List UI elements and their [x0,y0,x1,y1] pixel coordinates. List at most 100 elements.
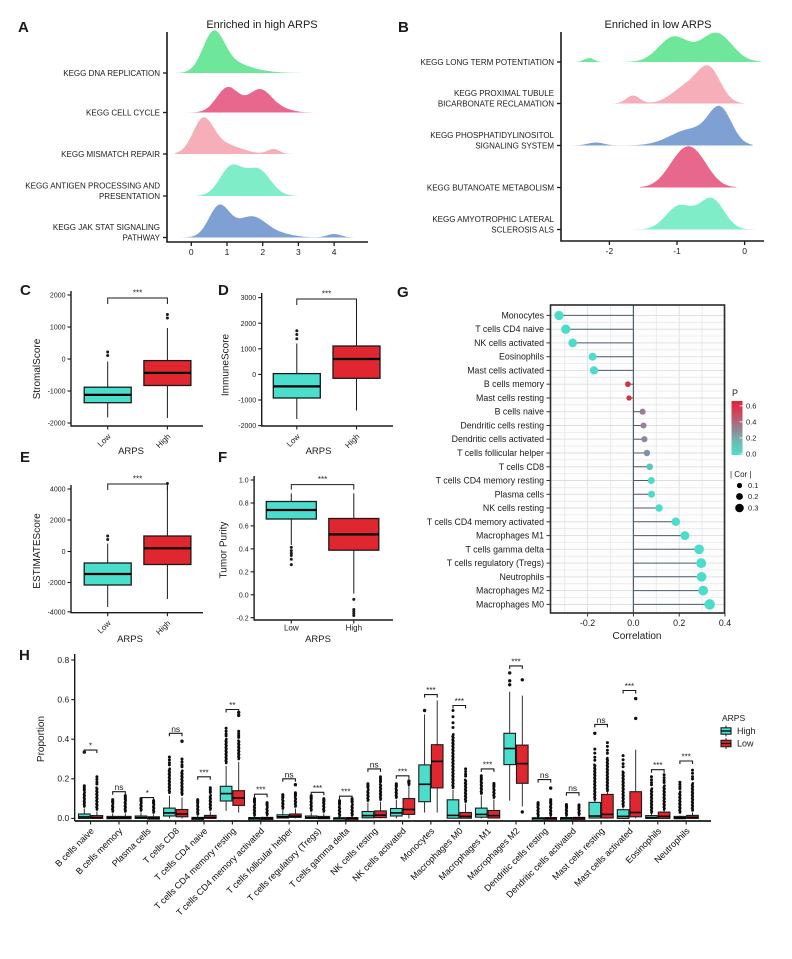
svg-text:***: *** [682,753,691,762]
svg-text:-2000: -2000 [48,580,66,587]
svg-text:G: G [397,284,409,301]
svg-text:Low: Low [737,739,754,749]
svg-text:***: *** [313,784,322,793]
svg-text:3000: 3000 [241,295,257,302]
svg-text:T cells regulatory (Tregs): T cells regulatory (Tregs) [447,558,544,568]
svg-text:ns: ns [370,759,379,769]
svg-text:B cells naive: B cells naive [495,407,544,417]
svg-text:0.0: 0.0 [57,813,69,823]
svg-text:KEGG AMYOTROPHIC LATERAL: KEGG AMYOTROPHIC LATERAL [432,215,554,224]
svg-text:A: A [18,19,29,36]
svg-text:1: 1 [225,247,230,257]
svg-text:2000: 2000 [50,518,66,525]
svg-text:***: *** [199,768,208,777]
svg-text:***: *** [455,697,464,706]
svg-text:Mast cells resting: Mast cells resting [476,393,544,403]
svg-text:-4000: -4000 [48,609,66,616]
svg-text:ARPS: ARPS [722,713,745,723]
svg-text:4: 4 [332,247,337,257]
svg-text:P: P [732,388,738,398]
svg-text:0.4: 0.4 [239,547,249,554]
svg-text:StromalScore: StromalScore [32,338,43,399]
svg-text:High: High [737,726,756,736]
svg-text:E: E [20,449,30,466]
svg-text:***: *** [133,289,142,298]
svg-text:1000: 1000 [241,346,257,353]
svg-text:ARPS: ARPS [117,634,143,645]
svg-text:***: *** [398,767,407,776]
svg-text:ARPS: ARPS [118,446,144,457]
svg-text:0.2: 0.2 [673,618,685,628]
svg-text:Dendritic cells activated: Dendritic cells activated [452,434,545,444]
svg-text:T cells follicular helper: T cells follicular helper [457,448,544,458]
svg-text:ns: ns [171,724,180,734]
svg-text:Neutrophils: Neutrophils [500,572,545,582]
svg-text:0.2: 0.2 [239,569,249,576]
svg-text:SIGNALING SYSTEM: SIGNALING SYSTEM [475,141,554,150]
svg-text:0: 0 [252,372,256,379]
svg-text:*: * [146,789,149,798]
svg-text:0: 0 [62,357,66,364]
svg-text:Enriched in high ARPS: Enriched in high ARPS [206,19,317,31]
svg-text:0.4: 0.4 [719,618,731,628]
svg-text:PATHWAY: PATHWAY [123,233,161,242]
svg-text:Macrophages M0: Macrophages M0 [476,599,544,609]
svg-text:KEGG BUTANOATE METABOLISM: KEGG BUTANOATE METABOLISM [427,183,554,192]
svg-text:T cells gamma delta: T cells gamma delta [465,544,544,554]
svg-text:1.0: 1.0 [239,478,249,485]
svg-text:NK cells activated: NK cells activated [474,338,544,348]
svg-text:-2000: -2000 [48,421,66,428]
svg-text:0.3: 0.3 [748,504,758,513]
svg-text:***: *** [653,761,662,770]
svg-text:Correlation: Correlation [613,631,662,642]
svg-text:Mast cells activated: Mast cells activated [467,365,544,375]
svg-text:2: 2 [260,247,265,257]
svg-text:KEGG JAK STAT SIGNALING: KEGG JAK STAT SIGNALING [53,223,160,232]
svg-text:0.4: 0.4 [746,418,756,427]
svg-text:0.4: 0.4 [57,734,69,744]
svg-text:KEGG DNA REPLICATION: KEGG DNA REPLICATION [63,69,160,78]
svg-text:0: 0 [742,246,747,256]
svg-text:1000: 1000 [50,325,66,332]
svg-text:0.8: 0.8 [57,655,69,665]
svg-text:KEGG PHOSPHATIDYLINOSITOL: KEGG PHOSPHATIDYLINOSITOL [430,131,554,140]
svg-text:ns: ns [568,783,577,793]
svg-text:ImmuneScore: ImmuneScore [221,333,232,396]
svg-text:3: 3 [296,247,301,257]
svg-text:***: *** [483,760,492,769]
svg-text:4000: 4000 [50,487,66,494]
svg-text:0.6: 0.6 [746,402,756,411]
svg-text:SCLEROSIS ALS: SCLEROSIS ALS [491,225,554,234]
svg-text:Monocytes: Monocytes [501,310,544,320]
svg-text:***: *** [322,290,331,299]
svg-text:Macrophages M2: Macrophages M2 [476,586,544,596]
svg-text:NK cells resting: NK cells resting [483,503,544,513]
svg-text:H: H [19,647,30,664]
svg-text:***: *** [511,657,520,666]
svg-text:T cells CD4 memory resting: T cells CD4 memory resting [436,476,544,486]
svg-text:KEGG ANTIGEN PROCESSING AND: KEGG ANTIGEN PROCESSING AND [25,181,160,190]
svg-text:Proportion: Proportion [36,716,47,762]
svg-text:F: F [218,449,227,466]
svg-text:0.0: 0.0 [627,618,639,628]
svg-text:KEGG MISMATCH REPAIR: KEGG MISMATCH REPAIR [61,150,160,159]
svg-text:0.8: 0.8 [239,501,249,508]
svg-text:T cells CD4 memory activated: T cells CD4 memory activated [427,517,544,527]
svg-text:-0.2: -0.2 [237,615,249,622]
svg-text:*: * [89,742,92,751]
svg-text:0.2: 0.2 [746,434,756,443]
svg-text:Plasma cells: Plasma cells [495,489,545,499]
svg-text:0: 0 [62,549,66,556]
svg-text:**: ** [229,701,235,710]
svg-text:ns: ns [115,782,124,792]
svg-text:ns: ns [285,769,294,779]
svg-text:-2000: -2000 [238,423,256,430]
svg-text:PRESENTATION: PRESENTATION [99,192,160,201]
svg-text:0.2: 0.2 [57,774,69,784]
svg-text:***: *** [133,475,142,484]
svg-text:Macrophages M1: Macrophages M1 [476,531,544,541]
svg-text:B cells memory: B cells memory [484,379,545,389]
svg-text:2000: 2000 [241,321,257,328]
svg-text:0.0: 0.0 [746,450,756,459]
svg-text:KEGG CELL CYCLE: KEGG CELL CYCLE [86,108,160,117]
